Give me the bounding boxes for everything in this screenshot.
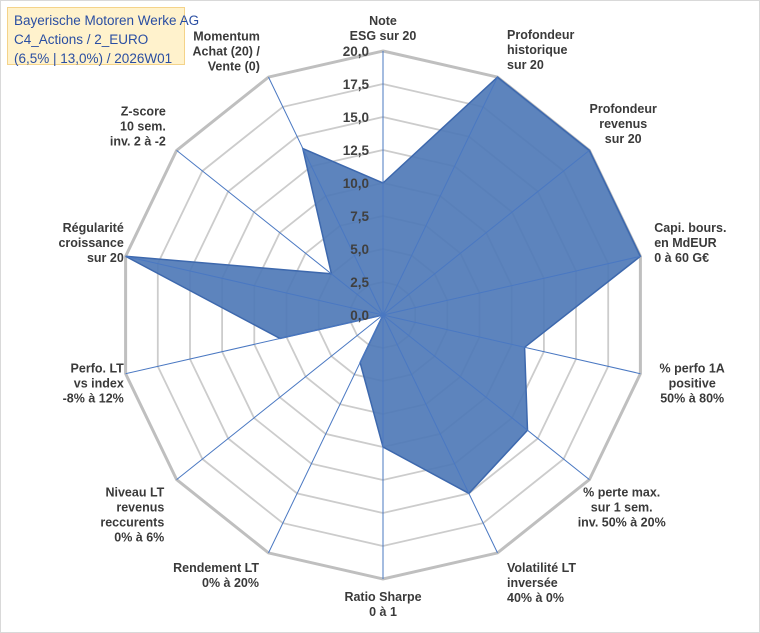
tick-label: 7,5 [350,209,369,224]
radial-tick-labels: 0,0 2,5 5,0 7,5 10,0 12,5 15,0 17,5 20,0 [343,44,370,323]
axis-label: Profondeur historique sur 20 [507,28,574,72]
axis-label: Profondeur revenus sur 20 [590,102,657,146]
spoke-line [382,314,641,375]
tick-label: 2,5 [350,275,369,290]
axis-label-line: Volatilité LT [507,561,576,575]
tick-label: 20,0 [343,44,369,59]
axis-label-line: 50% à 80% [660,392,724,406]
axis-label-line: sur 20 [87,251,124,265]
axis-label-line: sur 1 sem. [591,501,653,515]
tick-label: 17,5 [343,77,370,92]
axis-label-line: croissance [58,236,123,250]
title-company: Bayerische Motoren Werke AG [14,13,200,28]
axis-label-line: Ratio Sharpe [344,590,421,604]
spoke-line [382,314,498,554]
axis-labels: Note ESG sur 20 Profondeur historique sur 20… [58,14,726,619]
axis-label-line: Capi. bours. [654,221,726,235]
axis-label: Momentum Achat (20) / Vente (0) [193,30,261,74]
axis-label-line: % perfo 1A [660,362,725,376]
axis-label: Rendement LT 0% à 20% [173,561,259,590]
spoke-line [125,314,384,375]
axis-label-line: % perte max. [583,486,660,500]
title-category: C4_Actions / 2_EURO [14,32,149,47]
axis-label-line: 0% à 20% [202,576,259,590]
axis-label-line: inversée [507,576,558,590]
axis-label: Perfo. LT vs index -8% à 12% [63,362,125,406]
spoke-line [382,76,498,316]
spoke-line [268,76,384,316]
axis-label-line: positive [669,377,716,391]
axis-label-line: -8% à 12% [63,392,124,406]
axis-label-line: Niveau LT [105,486,164,500]
axis-label-line: Profondeur [590,102,657,116]
axis-label-line: ESG sur 20 [350,29,417,43]
axis-label-line: Régularité [63,221,124,235]
axis-label-line: inv. 2 à -2 [110,135,166,149]
axis-label: Note ESG sur 20 [350,14,417,43]
axis-label-line: sur 20 [605,132,642,146]
title-params: (6,5% | 13,0%) / 2026W01 [14,51,173,66]
axis-label: Ratio Sharpe 0 à 1 [344,590,421,619]
axis-label-line: Rendement LT [173,561,259,575]
spoke-line [382,255,641,316]
axis-label-line: revenus [116,501,164,515]
spoke-line [268,314,384,554]
axis-label: % perfo 1A positive 50% à 80% [660,362,725,406]
axis-label: Z-score 10 sem. inv. 2 à -2 [110,105,166,149]
spoke-line [176,314,384,480]
radar-spokes [125,51,641,579]
axis-label-line: Vente (0) [208,60,260,74]
axis-label-line: Profondeur [507,28,574,42]
axis-label-line: reccurents [100,516,164,530]
axis-label-line: inv. 50% à 20% [578,516,666,530]
axis-label-line: 0% à 6% [114,531,164,545]
spoke-line [382,150,590,316]
axis-label-line: Z-score [121,105,166,119]
axis-label-line: sur 20 [507,58,544,72]
axis-label-line: vs index [74,377,124,391]
axis-label-line: Note [369,14,397,28]
tick-label: 10,0 [343,176,369,191]
axis-label-line: historique [507,43,567,57]
axis-label-line: 10 sem. [120,120,166,134]
axis-label-line: en MdEUR [654,236,717,250]
spoke-line [382,314,590,480]
spoke-line [125,255,384,316]
axis-label: Niveau LT revenus reccurents 0% à 6% [100,486,164,545]
axis-label-line: Momentum [193,30,260,44]
axis-label-line: revenus [599,117,647,131]
axis-label-line: 0 à 60 G€ [654,251,709,265]
axis-label-line: 0 à 1 [369,605,397,619]
tick-label: 5,0 [350,242,369,257]
axis-label-line: 40% à 0% [507,591,564,605]
axis-label: % perte max. sur 1 sem. inv. 50% à 20% [578,486,666,530]
axis-label: Volatilité LT inversée 40% à 0% [507,561,576,605]
tick-label: 15,0 [343,110,369,125]
tick-label: 0,0 [350,308,369,323]
axis-label: Régularité croissance sur 20 [58,221,123,265]
spoke-line [176,150,384,316]
chart-title-box: Bayerische Motoren Werke AG C4_Actions /… [7,7,200,66]
axis-label-line: Achat (20) / [193,45,261,59]
tick-label: 12,5 [343,143,370,158]
axis-label-line: Perfo. LT [71,362,125,376]
axis-label: Capi. bours. en MdEUR 0 à 60 G€ [654,221,726,265]
